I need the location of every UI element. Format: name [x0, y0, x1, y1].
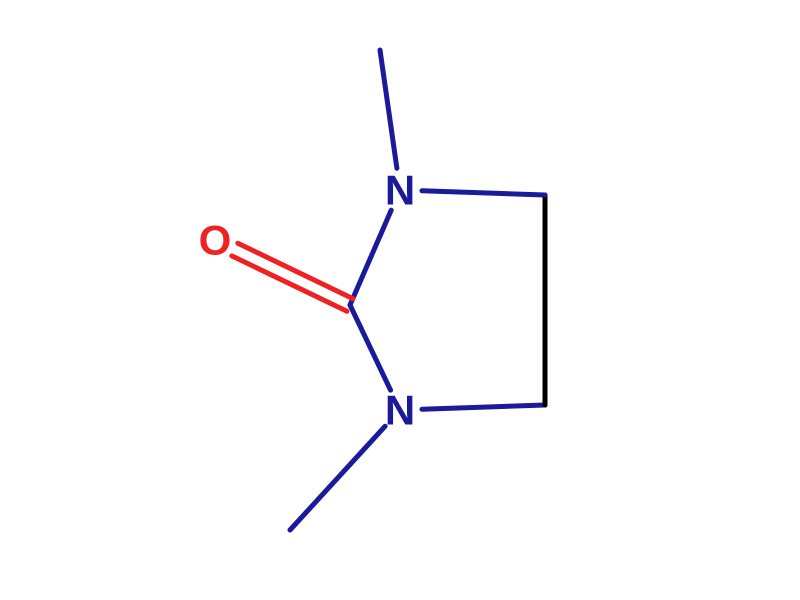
bond	[422, 405, 545, 409]
bond	[350, 305, 391, 390]
bond	[238, 243, 353, 298]
atom-label-n: N	[385, 387, 415, 434]
molecule-diagram: N N O	[0, 0, 800, 600]
bond	[232, 256, 347, 311]
bond	[422, 191, 545, 195]
atom-label-o: O	[199, 217, 232, 264]
bond	[350, 210, 391, 305]
bond	[380, 50, 397, 168]
atom-label-n: N	[385, 167, 415, 214]
bond	[290, 426, 385, 530]
